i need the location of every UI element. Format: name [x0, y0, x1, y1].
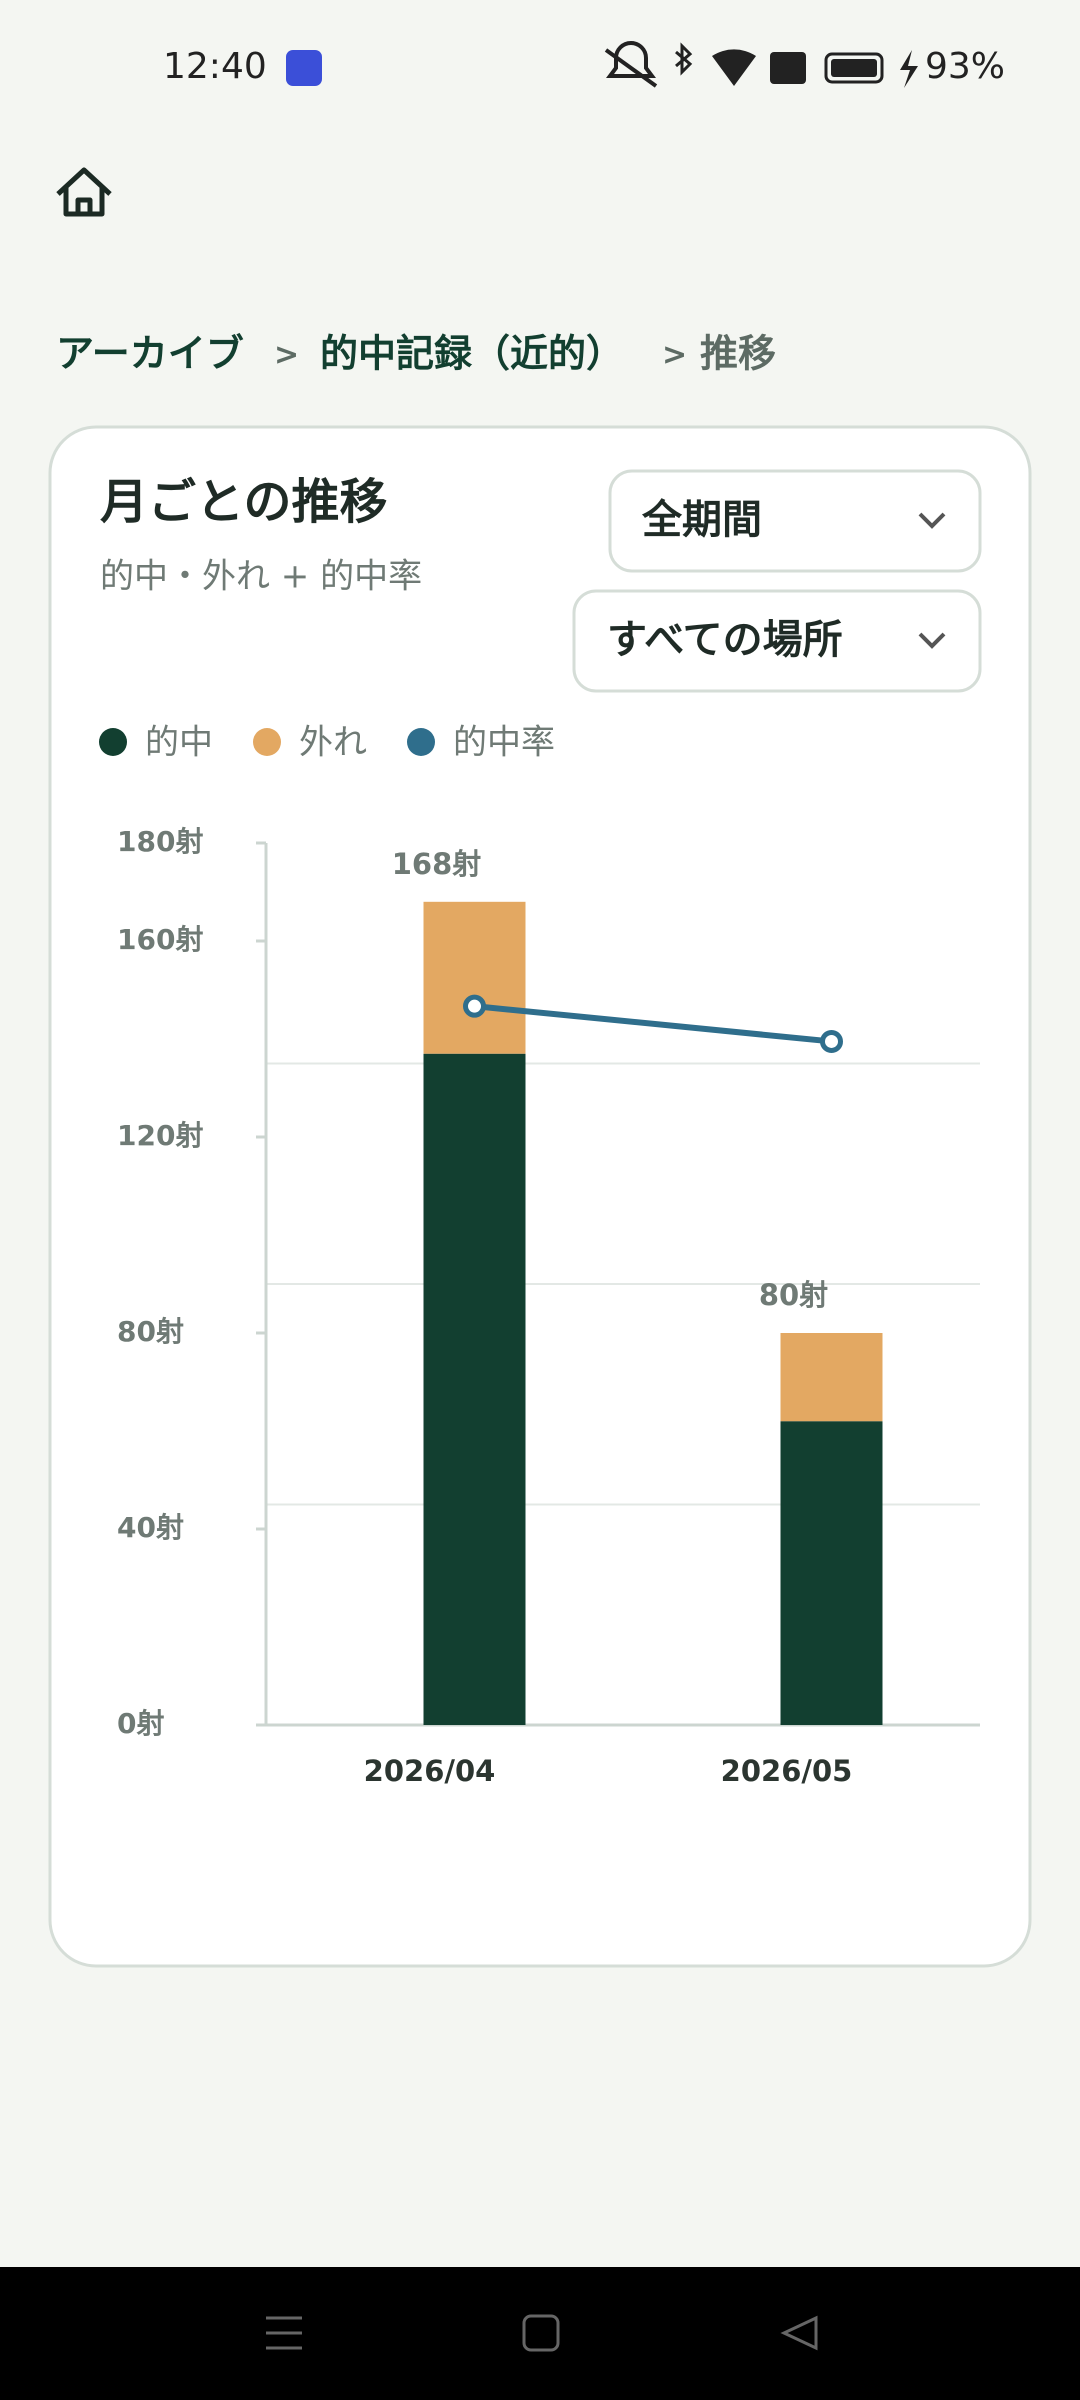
legend-label: 的中 [145, 723, 213, 763]
home-button[interactable] [56, 167, 112, 217]
total-label: 80射 [759, 1278, 828, 1312]
legend-label: 的中率 [453, 723, 555, 763]
nav-buttons [266, 2314, 818, 2352]
app-icon [286, 50, 322, 86]
nav-bar [0, 2267, 1080, 2400]
status-battery: 93% [925, 46, 1005, 87]
place-value: すべての場所 [607, 617, 843, 663]
breadcrumb-link[interactable]: アーカイブ [56, 332, 244, 376]
legend-label: 外れ [299, 723, 367, 763]
breadcrumb-separator: > [274, 338, 299, 373]
breadcrumb-separator: > [662, 338, 687, 373]
bar-segment [423, 901, 526, 1054]
rate-line [474, 1003, 832, 1045]
chevron [918, 632, 946, 649]
y-tick-label: 80射 [117, 1315, 184, 1348]
status-icons [604, 41, 918, 88]
bar-segment [780, 1333, 883, 1422]
card-title: 月ごとの推移 [100, 474, 388, 530]
rate-point [463, 994, 486, 1018]
y-tick-label: 0射 [117, 1707, 164, 1740]
period-value: 全期間 [641, 497, 762, 543]
y-tick-label: 160射 [117, 923, 203, 956]
card-subtitle: 的中・外れ + 的中率 [100, 557, 422, 597]
bar-segment [423, 1053, 526, 1725]
chevron [918, 512, 946, 529]
place-dropdown[interactable] [572, 589, 982, 693]
y-tick-label: 40射 [117, 1511, 184, 1544]
y-tick-label: 120射 [117, 1119, 203, 1152]
legend-dot [99, 728, 127, 756]
status-time: 12:40 [163, 46, 267, 87]
x-tick-label: 2026/04 [364, 1754, 496, 1788]
breadcrumb-current: 推移 [700, 332, 776, 376]
total-label: 168射 [392, 847, 482, 881]
legend-dot [253, 728, 281, 756]
y-tick-label: 180射 [117, 825, 203, 858]
bar-segment [780, 1421, 883, 1725]
rate-point [820, 1029, 843, 1053]
x-tick-label: 2026/05 [721, 1754, 853, 1788]
period-dropdown[interactable] [608, 469, 982, 573]
breadcrumb-link[interactable]: 的中記録（近的） [320, 332, 624, 376]
legend-dot [407, 728, 435, 756]
